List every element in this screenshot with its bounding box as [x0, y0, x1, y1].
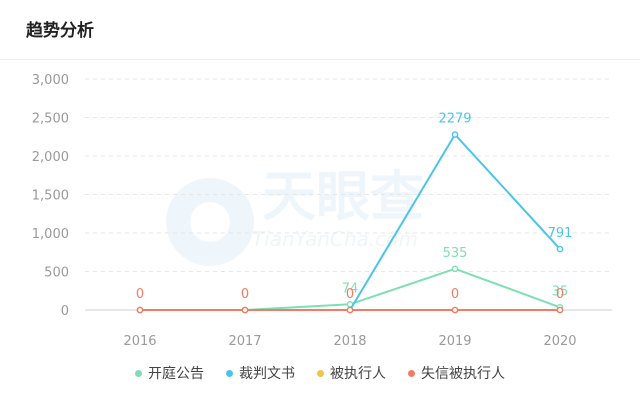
legend-item[interactable]: 失信被执行人	[408, 363, 505, 383]
data-point[interactable]	[136, 306, 144, 314]
legend-dot-icon	[408, 369, 415, 377]
data-point[interactable]	[451, 265, 459, 273]
y-tick-label: 3,000	[32, 73, 69, 88]
trend-chart: 天眼查 TianYanCha.com 0 500 1,000 1,500 2,000 2,…	[32, 73, 612, 349]
legend-label: 失信被执行人	[421, 366, 505, 382]
legend-dot-icon	[317, 369, 324, 377]
x-tick-label: 2017	[228, 334, 261, 349]
legend-label: 开庭公告	[148, 366, 204, 382]
data-label: 0	[241, 287, 249, 302]
data-label: 74	[342, 281, 359, 296]
data-point[interactable]	[556, 306, 564, 314]
legend-label: 裁判文书	[239, 366, 295, 382]
data-point[interactable]	[556, 245, 564, 253]
legend-dot-icon	[226, 369, 233, 377]
data-label: 791	[548, 226, 573, 241]
y-tick-label: 2,500	[32, 112, 69, 127]
legend-label: 被执行人	[330, 366, 386, 382]
data-label: 0	[451, 287, 459, 302]
data-label: 2279	[438, 112, 471, 127]
watermark-brand-text: 天眼查	[262, 165, 424, 228]
data-label: 535	[443, 246, 468, 261]
y-tick-label: 0	[61, 304, 69, 319]
y-tick-label: 1,500	[32, 189, 69, 204]
y-axis: 0 500 1,000 1,500 2,000 2,500 3,000	[32, 73, 69, 319]
y-tick-label: 2,000	[32, 150, 69, 165]
header: 趋势分析	[0, 0, 640, 60]
series-layer: 74 535 35 2279 791 0 0 0 0 0	[136, 112, 573, 314]
y-tick-label: 500	[44, 266, 69, 281]
legend-item[interactable]: 被执行人	[317, 363, 386, 383]
data-point[interactable]	[241, 306, 249, 314]
data-point[interactable]	[451, 131, 459, 138]
data-point[interactable]	[346, 306, 354, 314]
legend: 开庭公告 裁判文书 被执行人 失信被执行人	[0, 361, 640, 385]
legend-item[interactable]: 裁判文书	[226, 363, 295, 383]
x-axis: 2016 2017 2018 2019 2020	[85, 309, 612, 349]
legend-dot-icon	[135, 369, 142, 377]
x-tick-label: 2018	[333, 334, 366, 349]
data-label: 35	[552, 284, 569, 299]
x-tick-label: 2020	[543, 334, 576, 349]
watermark-logo: 天眼查 TianYanCha.com	[166, 165, 424, 266]
page-title: 趋势分析	[26, 21, 94, 41]
legend-item[interactable]: 开庭公告	[135, 363, 204, 383]
x-tick-label: 2016	[123, 334, 156, 349]
data-point[interactable]	[451, 306, 459, 314]
x-tick-label: 2019	[438, 334, 471, 349]
data-label: 0	[346, 287, 354, 302]
series-4: 0 0 0 0 0	[136, 287, 564, 314]
data-label: 0	[136, 287, 144, 302]
watermark-domain-text: TianYanCha.com	[252, 227, 418, 251]
y-tick-label: 1,000	[32, 227, 69, 242]
watermark-eye-pupil	[190, 202, 230, 242]
data-label: 0	[556, 287, 564, 302]
watermark-eye-icon	[166, 178, 254, 266]
